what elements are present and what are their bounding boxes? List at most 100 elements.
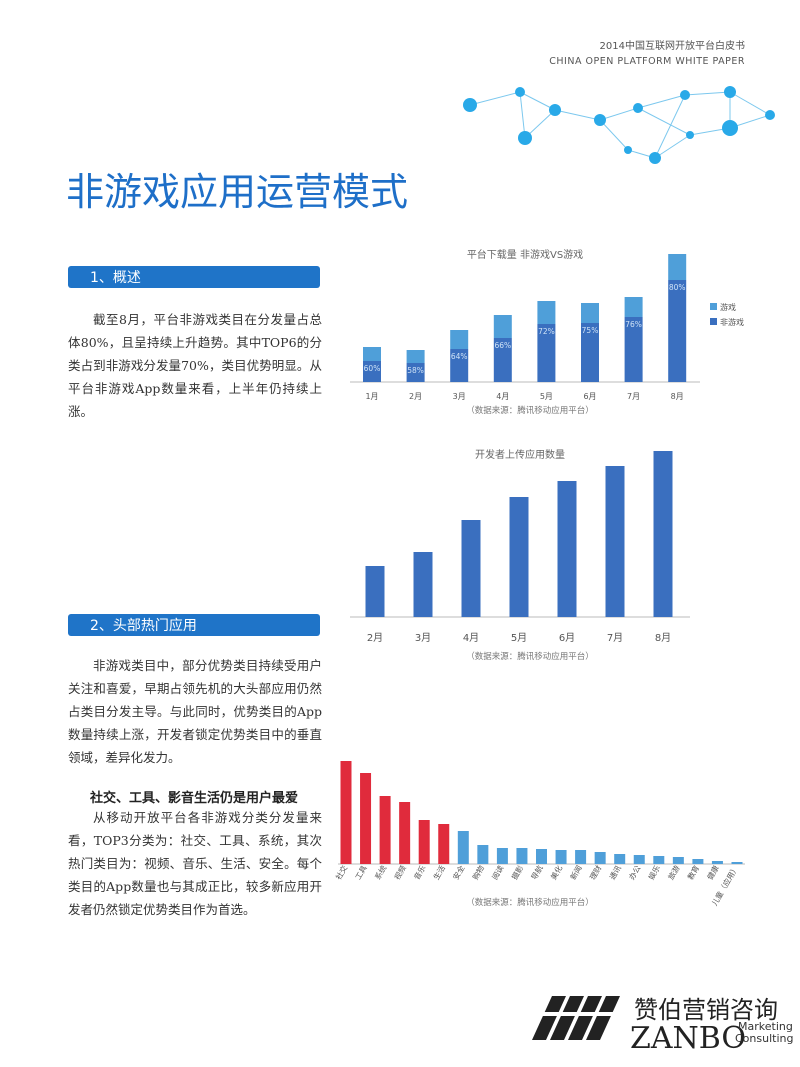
x-tick-label: 5月 — [511, 632, 527, 644]
x-tick-label: 6月 — [559, 632, 575, 644]
x-tick-label: 2月 — [367, 632, 383, 644]
legend-swatch — [710, 318, 717, 325]
bar-annotation: 64% — [451, 352, 468, 361]
x-tick-label: 摄影 — [509, 863, 525, 881]
section-bar — [68, 266, 320, 288]
bar-segment — [406, 350, 425, 363]
bar — [340, 761, 352, 864]
legend-swatch — [710, 303, 717, 310]
bar — [365, 566, 385, 617]
bar — [605, 466, 625, 617]
header-line: 2014中国互联网开放平台白皮书 — [600, 39, 745, 52]
bar-segment — [624, 297, 643, 317]
bar — [731, 862, 743, 864]
x-tick-label: 导航 — [529, 863, 545, 881]
x-tick-label: 购物 — [470, 863, 486, 881]
paragraph: 非游戏类目中，部分优势类目持续受用户关注和喜爱，早期占领先机的大头部应用仍然占类… — [68, 658, 322, 765]
x-tick-label: 娱乐 — [646, 863, 662, 881]
x-tick-label: 理财 — [587, 863, 603, 881]
bar — [555, 850, 567, 864]
bar — [457, 831, 469, 864]
bar — [477, 845, 489, 864]
bar-segment — [406, 363, 425, 382]
logo-tagline: Marketing — [738, 1020, 793, 1033]
x-tick-label: 6月 — [583, 392, 596, 401]
network-nodes — [463, 86, 775, 164]
bar — [418, 820, 430, 864]
x-tick-label: 安全 — [450, 863, 466, 881]
bar — [413, 552, 433, 617]
bar-segment — [363, 347, 381, 361]
bar — [438, 824, 450, 864]
x-tick-label: 旅游 — [665, 863, 681, 881]
bar — [614, 854, 626, 864]
chart-source: （数据来源：腾讯移动应用平台） — [466, 897, 594, 908]
bar-segment — [363, 361, 381, 382]
x-tick-label: 7月 — [607, 632, 623, 644]
bar-segment — [537, 324, 556, 382]
bar — [653, 451, 673, 617]
section-heading: 1、概述 — [90, 270, 141, 286]
bar-segment — [450, 330, 469, 349]
x-tick-label: 通讯 — [607, 863, 623, 881]
bar-segment — [668, 254, 687, 280]
logo-name: 赞伯营销咨询 — [634, 996, 778, 1024]
x-tick-label: 教育 — [685, 863, 701, 881]
bar — [653, 856, 665, 864]
bar-annotation: 66% — [494, 341, 511, 350]
paragraph: 截至8月，平台非游戏类目在分发量占总体80%，且呈持续上升趋势。其中TOP6的分… — [68, 312, 322, 419]
x-tick-label: 视频 — [392, 863, 408, 881]
paragraph: 从移动开放平台各非游戏分类分发量来看，TOP3分类为：社交、工具、系统，其次热门… — [68, 810, 322, 917]
bar — [692, 859, 704, 864]
bar-annotation: 75% — [582, 326, 599, 335]
bar-segment — [581, 303, 599, 323]
x-tick-label: 健康 — [705, 863, 721, 881]
bar-segment — [537, 301, 556, 324]
x-tick-label: 工具 — [353, 863, 369, 881]
legend-label: 游戏 — [720, 302, 736, 312]
bar — [633, 855, 645, 864]
page-title: 非游戏应用运营模式 — [66, 170, 408, 214]
bar — [575, 850, 587, 864]
bar-segment — [493, 315, 512, 338]
chart-source: （数据来源：腾讯移动应用平台） — [466, 651, 594, 662]
legend-label: 非游戏 — [720, 317, 744, 327]
logo-tagline: Consulting — [735, 1032, 793, 1045]
section-heading: 2、头部热门应用 — [90, 617, 197, 634]
bar-annotation: 58% — [407, 366, 424, 375]
x-tick-label: 8月 — [671, 392, 684, 401]
x-tick-label: 1月 — [365, 392, 378, 401]
bar — [557, 481, 577, 617]
x-tick-label: 生活 — [431, 863, 447, 881]
x-tick-label: 美化 — [548, 863, 564, 881]
bar — [360, 773, 372, 864]
bar — [379, 796, 391, 864]
logo-brand: ZANBO — [630, 1021, 746, 1056]
section-bar — [68, 614, 320, 636]
bar-annotation: 72% — [538, 327, 555, 336]
bar-segment — [450, 349, 469, 382]
x-tick-label: 社交 — [333, 863, 349, 881]
x-tick-label: 4月 — [463, 632, 479, 644]
bar-segment — [624, 317, 643, 382]
bar-segment — [668, 280, 687, 382]
bar-segment — [581, 323, 599, 382]
x-tick-label: 5月 — [540, 392, 553, 401]
x-tick-label: 8月 — [655, 632, 671, 644]
chart-title: 开发者上传应用数量 — [475, 448, 565, 461]
x-tick-label: 系统 — [372, 863, 388, 881]
x-tick-label: 2月 — [409, 392, 422, 401]
x-tick-label: 阅读 — [489, 863, 505, 881]
bar-annotation: 76% — [625, 320, 642, 329]
bar — [461, 520, 481, 617]
x-tick-label: 4月 — [496, 392, 509, 401]
bar — [711, 861, 723, 864]
bar — [594, 852, 606, 864]
bar — [509, 497, 529, 617]
subheading: 社交、工具、影音生活仍是用户最爱 — [90, 791, 299, 806]
chart-source: （数据来源：腾讯移动应用平台） — [466, 405, 594, 416]
bar — [399, 802, 411, 864]
x-tick-label: 办公 — [626, 863, 642, 881]
x-tick-label: 7月 — [627, 392, 640, 401]
